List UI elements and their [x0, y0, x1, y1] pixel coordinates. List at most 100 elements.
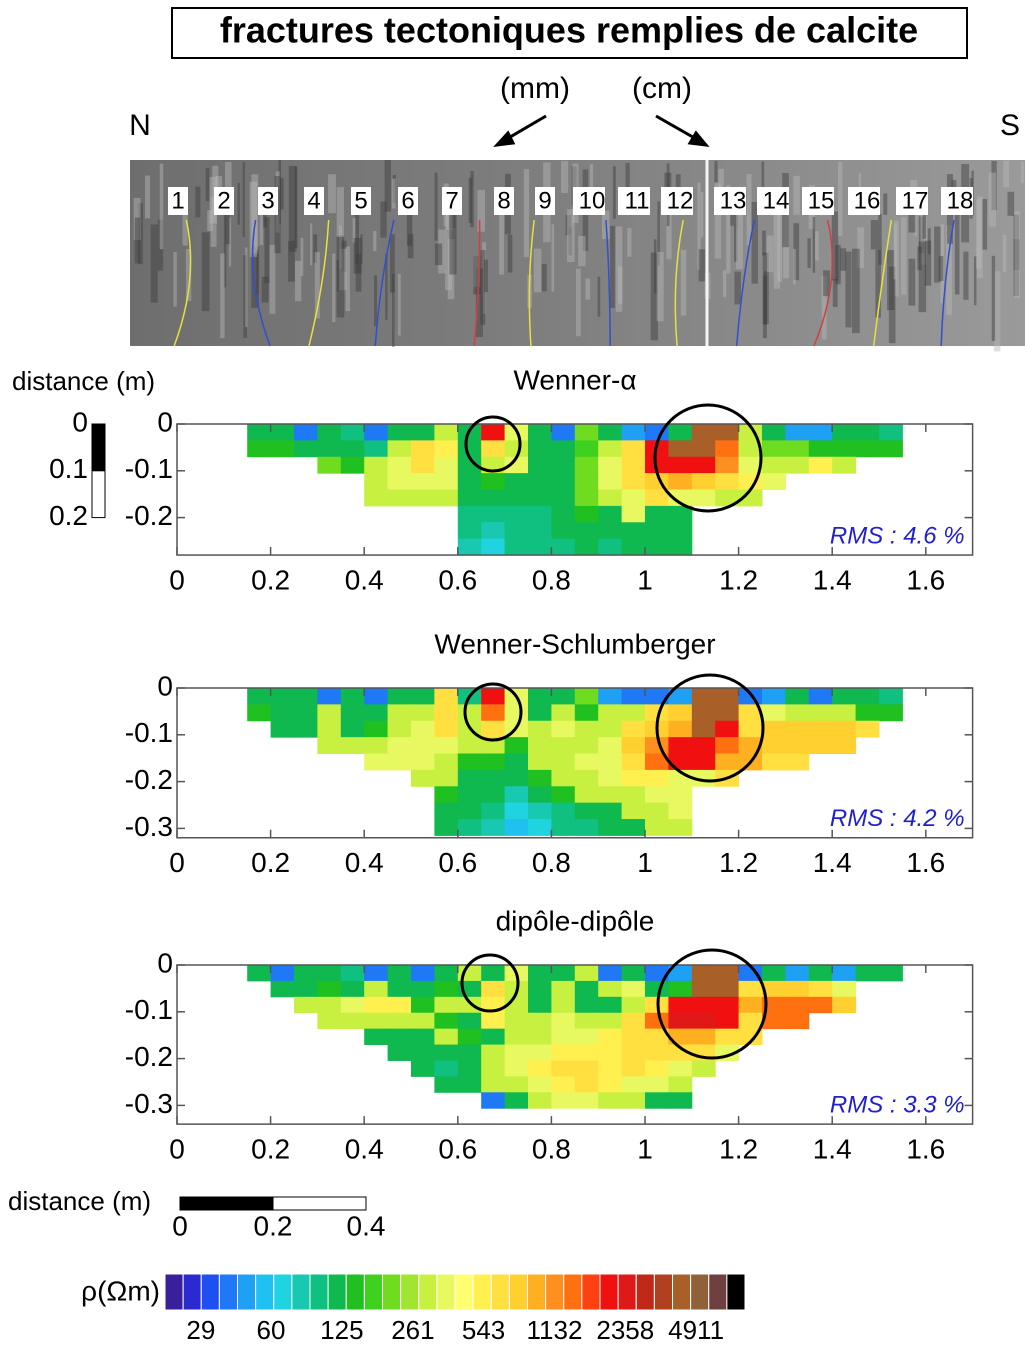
resistivity-cell: [434, 802, 459, 820]
resistivity-cell: [691, 720, 716, 738]
resistivity-cell: [715, 1028, 740, 1046]
cable: [473, 219, 481, 347]
rock-streak: [391, 274, 395, 347]
resistivity-cell: [411, 980, 435, 998]
resistivity-cell: [668, 720, 693, 738]
resistivity-cell: [879, 965, 903, 982]
resistivity-cell: [691, 769, 716, 787]
resistivity-cell: [294, 688, 318, 705]
resistivity-cell: [528, 1092, 552, 1109]
resistivity-cell: [270, 440, 295, 458]
rock-streak: [507, 234, 513, 273]
electrode-label: 15: [808, 187, 835, 214]
colorbar-tick-label: 4911: [668, 1315, 724, 1345]
resistivity-cell: [340, 688, 365, 705]
rock-streak: [568, 227, 572, 256]
depth-scale-tick: 0: [72, 406, 88, 437]
rock-streak: [612, 166, 616, 219]
resistivity-cell: [598, 424, 623, 441]
resistivity-cell: [715, 753, 740, 771]
x-tick-label: 0: [169, 564, 185, 595]
resistivity-cell: [434, 769, 459, 787]
rock-streak: [541, 263, 547, 292]
resistivity-cell: [668, 505, 693, 523]
resistivity-cell: [621, 802, 646, 820]
resistivity-cell: [387, 720, 412, 738]
resistivity-cell: [528, 505, 552, 523]
resistivity-cell: [645, 538, 669, 556]
resistivity-cell: [434, 440, 459, 458]
resistivity-cell: [411, 440, 435, 458]
resistivity-cell: [598, 522, 623, 540]
resistivity-cell: [528, 456, 552, 474]
resistivity-cell: [574, 1076, 599, 1093]
resistivity-cell: [738, 489, 763, 507]
rock-streak: [392, 174, 396, 204]
rock-streak: [883, 193, 888, 215]
resistivity-cell: [434, 720, 459, 738]
resistivity-cell: [528, 424, 552, 441]
electrode-label: 14: [763, 187, 790, 214]
rock-streak: [1014, 211, 1020, 298]
rock-streak: [653, 239, 657, 294]
resistivity-cell: [434, 456, 459, 474]
resistivity-cell: [528, 1028, 552, 1046]
resistivity-cell: [808, 996, 833, 1014]
resistivity-cell: [551, 769, 576, 787]
plot-frame: [176, 964, 974, 1125]
resistivity-cell: [294, 424, 318, 441]
resistivity-cell: [340, 737, 365, 755]
resistivity-cell: [551, 1044, 576, 1061]
rock-streak: [751, 202, 758, 284]
resistivity-cell: [668, 522, 693, 540]
title-box: [171, 7, 968, 59]
resistivity-cell: [504, 440, 529, 458]
arrows: [493, 114, 710, 147]
resistivity-cell: [598, 538, 623, 556]
north-label: N: [129, 109, 151, 142]
resistivity-cell: [668, 1044, 693, 1061]
y-tick-label: -0.3: [125, 1088, 173, 1119]
rock-streak: [973, 256, 977, 306]
resistivity-cell: [411, 753, 435, 771]
resistivity-cell: [457, 996, 482, 1014]
resistivity-cell: [504, 456, 529, 474]
x-tick-label: 1.4: [813, 1134, 852, 1165]
resistivity-cell: [621, 1092, 646, 1109]
resistivity-cell: [668, 802, 693, 820]
resistivity-cell: [551, 424, 576, 441]
rock-streak: [578, 235, 586, 267]
rock-streak: [567, 209, 575, 263]
resistivity-cell: [364, 965, 389, 982]
colorbar-swatch: [200, 1273, 220, 1311]
rock-streak: [680, 249, 687, 316]
resistivity-cell: [528, 965, 552, 982]
rock-streak: [373, 230, 377, 252]
resistivity-cell: [504, 802, 529, 820]
resistivity-cell: [574, 522, 599, 540]
depth-bar-white: [91, 470, 106, 519]
resistivity-cell: [621, 720, 646, 738]
colorbar-swatch: [527, 1273, 547, 1311]
rock-streak: [938, 256, 944, 281]
electrode-box: [494, 187, 514, 215]
resistivity-cell: [317, 704, 342, 722]
resistivity-cell: [434, 965, 459, 982]
resistivity-cell: [387, 473, 412, 491]
resistivity-cell: [528, 996, 552, 1014]
plot-frame: [176, 423, 974, 556]
resistivity-cell: [411, 1012, 435, 1030]
rock-streak: [832, 278, 838, 307]
rock-streak: [237, 182, 240, 225]
resistivity-cell: [434, 473, 459, 491]
resistivity-cell: [387, 980, 412, 998]
electrode-box: [941, 187, 973, 215]
resistivity-cell: [668, 1028, 693, 1046]
depth-bar-black: [91, 423, 106, 472]
resistivity-cell: [715, 965, 740, 982]
panel: Wenner-Schlumberger 0 0.2 0.4 0.6 0.8 1 1.2 1.4 1…: [125, 628, 974, 878]
resistivity-cell: [785, 440, 810, 458]
resistivity-cell: [808, 965, 833, 982]
rock-streak: [1007, 191, 1015, 216]
